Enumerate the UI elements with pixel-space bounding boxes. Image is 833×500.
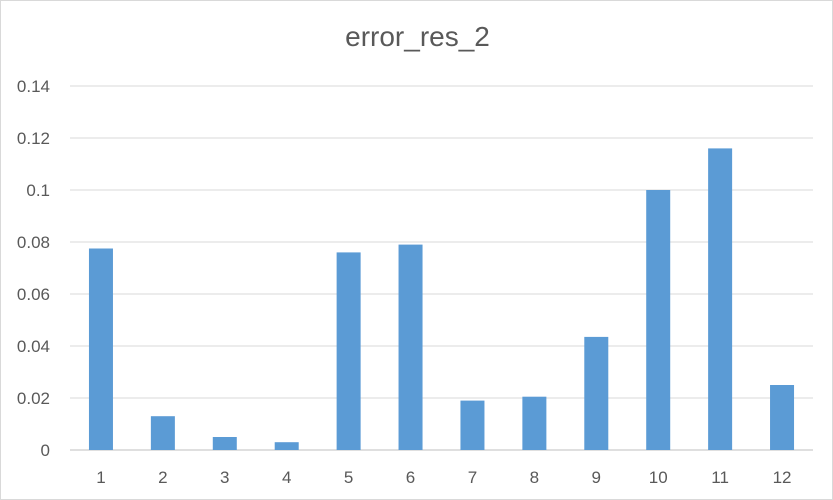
bar-9: [584, 336, 609, 450]
bar-8: [522, 396, 547, 450]
x-tick-label: 6: [406, 468, 415, 487]
y-tick-label: 0.06: [17, 285, 50, 304]
x-tick-label: 8: [530, 468, 539, 487]
x-tick-label: 10: [649, 468, 668, 487]
y-tick-label: 0.08: [17, 233, 50, 252]
x-tick-label: 2: [158, 468, 167, 487]
y-tick-label: 0.1: [26, 181, 50, 200]
x-tick-label: 7: [468, 468, 477, 487]
bar-2: [150, 416, 175, 450]
x-tick-label: 4: [282, 468, 291, 487]
bar-1: [88, 248, 113, 450]
y-tick-label: 0.04: [17, 337, 50, 356]
y-tick-label: 0.02: [17, 389, 50, 408]
x-tick-label: 12: [773, 468, 792, 487]
bar-4: [274, 442, 299, 450]
bar-11: [708, 148, 733, 450]
bar-3: [212, 437, 237, 450]
bar-6: [398, 244, 423, 450]
x-tick-label: 5: [344, 468, 353, 487]
x-tick-label: 1: [96, 468, 105, 487]
bar-7: [460, 400, 485, 450]
x-tick-label: 3: [220, 468, 229, 487]
y-tick-label: 0: [41, 441, 50, 460]
x-tick-label: 11: [711, 468, 729, 487]
x-tick-label: 9: [592, 468, 601, 487]
y-tick-label: 0.12: [17, 129, 50, 148]
bar-5: [336, 252, 361, 450]
chart-title: error_res_2: [345, 21, 490, 52]
bar-10: [646, 190, 671, 450]
y-tick-label: 0.14: [17, 77, 50, 96]
bar-12: [770, 385, 795, 450]
